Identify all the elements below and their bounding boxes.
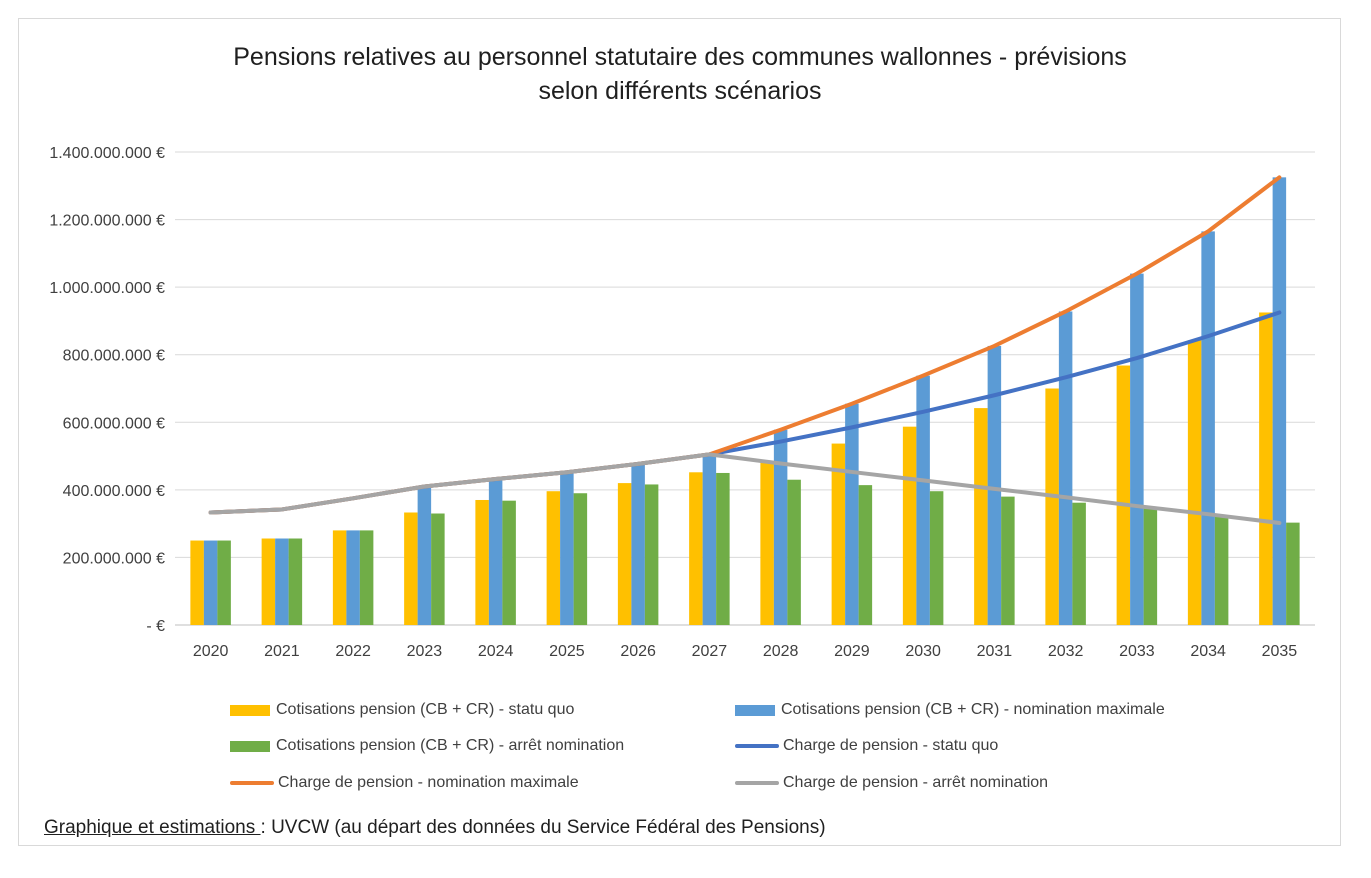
bar [716, 472, 730, 625]
x-tick-label: 2023 [407, 643, 443, 660]
x-tick-label: 2033 [1119, 643, 1155, 660]
bar [916, 375, 930, 625]
bar [1116, 365, 1131, 625]
y-tick-label: - € [146, 618, 165, 635]
bar [431, 513, 445, 625]
series-line [208, 452, 1282, 525]
x-tick-label: 2022 [335, 643, 371, 660]
x-tick-label: 2025 [549, 643, 585, 660]
bar [773, 429, 788, 625]
y-tick-label: 200.000.000 € [63, 550, 165, 567]
bar [689, 472, 703, 625]
x-tick-label: 2021 [264, 643, 300, 660]
bar [787, 479, 801, 625]
bar [1058, 311, 1073, 625]
chart-title: Pensions relatives au personnel statutai… [0, 40, 1360, 108]
bar [760, 461, 774, 625]
y-tick-label: 1.200.000.000 € [49, 213, 165, 230]
bar [902, 426, 917, 625]
bar [987, 345, 1002, 625]
bar [631, 463, 645, 625]
bar [1001, 496, 1015, 625]
y-tick-label: 400.000.000 € [63, 483, 165, 500]
bar [546, 491, 561, 625]
bar [1214, 515, 1229, 625]
x-tick-label: 2029 [834, 643, 870, 660]
bar [858, 485, 873, 625]
bar [346, 530, 360, 625]
x-tick-label: 2024 [478, 643, 514, 660]
bar [617, 483, 632, 625]
y-tick-label: 800.000.000 € [63, 348, 165, 365]
y-tick-label: 600.000.000 € [63, 415, 165, 432]
bar [417, 486, 432, 625]
bar [1272, 177, 1287, 625]
x-tick-label: 2020 [193, 643, 229, 660]
bar [644, 484, 659, 625]
bar [190, 540, 204, 625]
bar [702, 454, 717, 625]
source-text: : UVCW (au départ des données du Service… [260, 817, 826, 838]
bar [475, 499, 489, 625]
x-tick-label: 2031 [977, 643, 1013, 660]
chart-title-line-2: selon différents scénarios [538, 77, 822, 105]
x-tick-label: 2026 [620, 643, 656, 660]
source-note: Graphique et estimations : UVCW (au dépa… [44, 817, 826, 839]
x-tick-label: 2032 [1048, 643, 1084, 660]
bar [845, 403, 859, 625]
x-tick-label: 2030 [905, 643, 941, 660]
bar [502, 500, 516, 625]
x-tick-label: 2028 [763, 643, 799, 660]
bar [560, 471, 574, 625]
bar [1201, 231, 1215, 625]
bar [1072, 502, 1086, 625]
bar [288, 538, 303, 625]
bar [974, 408, 988, 625]
bar [488, 479, 503, 625]
bar [1143, 508, 1158, 625]
bar [203, 540, 218, 625]
bar [1259, 312, 1273, 625]
bar [1130, 273, 1144, 625]
y-tick-label: 1.000.000.000 € [49, 280, 165, 297]
bar [332, 530, 347, 625]
bar [404, 512, 418, 625]
y-tick-label: 1.400.000.000 € [49, 145, 165, 162]
bar [1045, 388, 1059, 625]
bar [929, 491, 944, 625]
bar [275, 538, 289, 625]
source-label: Graphique et estimations [44, 817, 261, 838]
bar [1286, 522, 1300, 625]
x-tick-label: 2035 [1262, 643, 1298, 660]
bar [831, 443, 846, 625]
bar [359, 530, 374, 625]
bar [261, 538, 276, 625]
bar [217, 540, 231, 625]
chart-title-line-1: Pensions relatives au personnel statutai… [233, 43, 1127, 71]
x-tick-label: 2034 [1190, 643, 1226, 660]
bar [573, 493, 588, 625]
bar [1187, 340, 1202, 625]
x-tick-label: 2027 [692, 643, 728, 660]
